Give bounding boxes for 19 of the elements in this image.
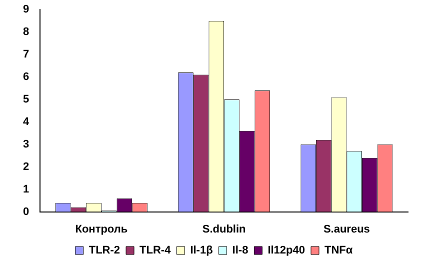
legend-label: Il-8 (232, 244, 248, 257)
y-tick-label: 2 (22, 160, 30, 173)
x-tick-label: S.dublin (202, 223, 246, 236)
y-tick-label: 8 (22, 26, 30, 38)
y-tick-label: 6 (22, 71, 30, 84)
legend-label: TNFα (324, 244, 353, 257)
legend-label: Il12p40 (268, 244, 305, 257)
y-tick-label: 1 (22, 183, 30, 196)
legend-label: TLR-4 (140, 244, 172, 257)
y-tick-label: 9 (22, 4, 30, 16)
y-tick-label: 5 (22, 94, 30, 106)
legend-label: TLR-2 (88, 244, 120, 257)
y-tick-label: 4 (22, 116, 30, 128)
legend-label: Il-1β (190, 244, 214, 257)
y-tick-label: 3 (22, 138, 30, 150)
y-tick-label: 0 (22, 206, 30, 218)
x-tick-label: S.aureus (323, 223, 370, 236)
y-tick-label: 7 (22, 48, 30, 61)
x-tick-label: Контроль (75, 223, 128, 236)
